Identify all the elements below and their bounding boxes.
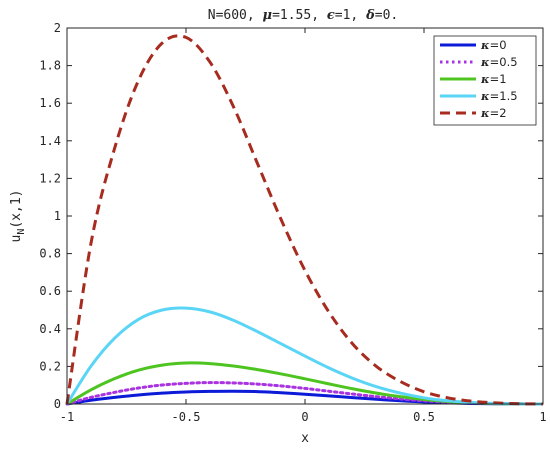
legend: κ=0 κ=0.5 κ=1 κ=1.5 κ=2 xyxy=(433,35,537,126)
y-tick-label: 0.6 xyxy=(39,284,61,298)
series-lines xyxy=(65,34,545,406)
title-delta-symbol: δ xyxy=(365,8,375,23)
y-tick-label: 1 xyxy=(54,209,61,223)
series-line-5 xyxy=(65,34,544,406)
title-epsilon-value: =1, xyxy=(335,8,358,23)
title-mu-value: =1.55, xyxy=(272,8,319,23)
legend-entries: κ=0 κ=0.5 κ=1 κ=1.5 κ=2 xyxy=(440,38,518,120)
title-delta-value: =0. xyxy=(375,8,398,23)
y-axis-label-rest: (x,1) xyxy=(9,190,24,229)
tick-labels: -1 -0.5 0 0.5 1 0 0.2 0.4 0.6 0.8 1 1.2 1.4 1.6 1.8 2 xyxy=(39,21,546,424)
legend-label: κ=1 xyxy=(480,72,507,86)
legend-label: κ=0.5 xyxy=(480,55,518,69)
y-axis-label-base: u xyxy=(9,235,24,243)
y-tick-label: 1.6 xyxy=(39,96,61,110)
legend-label: κ=1.5 xyxy=(480,89,518,103)
y-axis-label: uN(x,1) xyxy=(9,190,27,243)
y-tick-label: 1.8 xyxy=(39,59,61,73)
y-tick-label: 0.4 xyxy=(39,322,61,336)
legend-label: κ=0 xyxy=(480,38,507,52)
title-mu-symbol: μ xyxy=(263,8,273,23)
y-tick-label: 0.8 xyxy=(39,247,61,261)
legend-label: κ=2 xyxy=(480,106,507,120)
y-tick-label: 0.2 xyxy=(39,359,61,373)
x-tick-label: -0.5 xyxy=(172,410,201,424)
y-tick-label: 1.2 xyxy=(39,171,61,185)
y-tick-label: 1.4 xyxy=(39,134,61,148)
x-tick-label: 0 xyxy=(301,410,308,424)
y-axis-label-subscript: N xyxy=(16,229,27,235)
y-tick-label: 2 xyxy=(54,21,61,35)
x-axis-label: x xyxy=(301,431,309,446)
x-tick-label: 1 xyxy=(539,410,546,424)
chart-title: N=600, μ=1.55, ϵ=1, δ=0. xyxy=(208,8,399,23)
x-tick-label: 0.5 xyxy=(413,410,435,424)
plot-frame xyxy=(66,27,544,405)
y-tick-label: 0 xyxy=(54,397,61,411)
title-n: N=600, xyxy=(208,8,255,23)
x-tick-label: -1 xyxy=(60,410,74,424)
series-line-4 xyxy=(65,306,544,406)
title-epsilon-symbol: ϵ xyxy=(327,8,335,23)
